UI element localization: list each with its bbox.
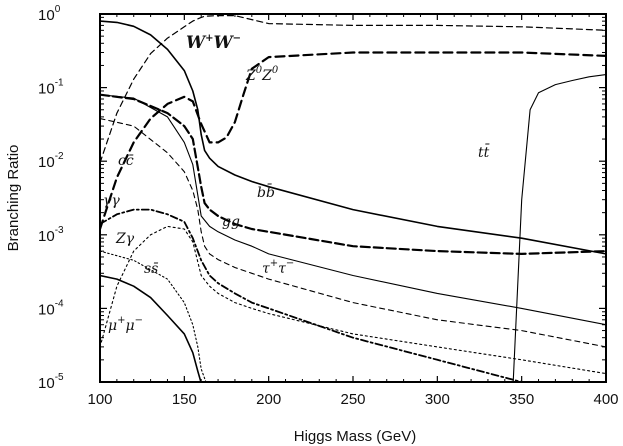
y-tick-label: 10-2	[38, 151, 64, 171]
label-gg: gg	[222, 214, 240, 230]
series-line-8	[100, 225, 606, 375]
x-tick-label: 250	[340, 391, 365, 408]
label-bb: bb̄	[257, 183, 275, 201]
series-line-5	[100, 93, 606, 255]
label-cc: cc̄	[118, 153, 134, 169]
x-tick-label: 350	[509, 391, 534, 408]
label-mumu: μ+μ−	[108, 315, 143, 334]
x-axis-ticks: 100 150 200 250 300 350 400	[87, 14, 619, 408]
series-line-6	[100, 94, 606, 326]
curves	[100, 15, 606, 382]
y-tick-label: 10-3	[38, 225, 64, 245]
series-line-10	[100, 274, 202, 382]
series-line-7	[100, 208, 598, 382]
x-tick-label: 150	[172, 391, 197, 408]
x-tick-label: 100	[87, 391, 112, 408]
series-line-2	[100, 51, 606, 231]
series-line-4	[100, 117, 606, 348]
series-line-0	[100, 20, 606, 255]
label-zz: Z0Z0	[245, 65, 279, 84]
label-tautau: τ+τ−	[262, 258, 294, 277]
plot-frame	[99, 13, 607, 383]
x-tick-label: 200	[256, 391, 281, 408]
x-tick-label: 400	[593, 391, 618, 408]
y-tick-label: 10-4	[38, 298, 64, 318]
y-tick-label: 100	[38, 4, 61, 24]
y-axis-label: Branching Ratio	[5, 145, 22, 252]
label-zgam: Zγ	[115, 231, 135, 247]
series-line-1	[100, 15, 606, 164]
series-line-3	[512, 74, 606, 382]
series-line-9	[100, 250, 207, 382]
x-tick-label: 300	[425, 391, 450, 408]
label-ww: W+W−	[186, 33, 241, 53]
x-axis-label: Higgs Mass (GeV)	[294, 428, 417, 445]
y-tick-label: 10-1	[38, 78, 64, 98]
label-ss: ss̄	[144, 261, 159, 277]
label-gamgam: γγ	[103, 193, 120, 209]
label-tt: tt̄	[478, 143, 490, 161]
y-tick-label: 10-5	[38, 372, 64, 392]
y-axis-ticks: 100 10-1 10-2 10-3 10-4 10-5	[38, 4, 606, 392]
